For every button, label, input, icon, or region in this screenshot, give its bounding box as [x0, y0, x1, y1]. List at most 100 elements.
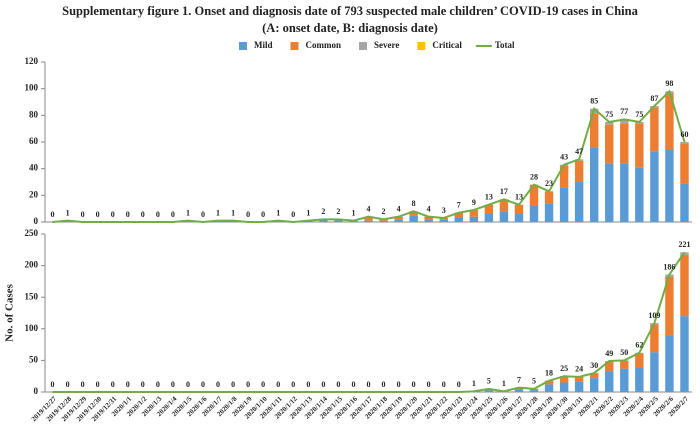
data-label: 13 [485, 192, 493, 201]
legend-swatch [239, 42, 247, 50]
data-label: 0 [96, 380, 100, 389]
data-label: 0 [186, 380, 190, 389]
bar-segment [529, 206, 539, 222]
bar-segment [589, 114, 599, 148]
bar-segment [514, 214, 524, 222]
data-label: 0 [201, 210, 205, 219]
data-label: 0 [81, 380, 85, 389]
data-label: 0 [291, 210, 295, 219]
data-label: 8 [412, 199, 416, 208]
data-label: 186 [663, 262, 675, 271]
data-label: 0 [81, 210, 85, 219]
data-label: 0 [96, 210, 100, 219]
bar-segment [665, 276, 674, 336]
legend-swatch [290, 42, 299, 50]
data-label: 28 [530, 172, 538, 181]
bar-segment [379, 220, 388, 222]
bar-segment [605, 361, 614, 372]
data-label: 0 [231, 380, 235, 389]
data-label: 0 [427, 380, 431, 389]
bar-segment [559, 382, 569, 392]
data-label: 50 [620, 348, 628, 357]
bar-segment [409, 215, 418, 222]
y-tick-label: 0 [34, 386, 39, 396]
data-label: 109 [648, 311, 660, 320]
data-label: 0 [156, 210, 160, 219]
data-label: 1 [472, 379, 476, 388]
data-label: 24 [575, 365, 583, 374]
data-label: 0 [171, 210, 175, 219]
data-label: 1 [502, 379, 506, 388]
data-label: 7 [457, 200, 461, 209]
legend-label: Common [306, 40, 342, 50]
total-line [52, 89, 686, 224]
y-tick-label: 100 [25, 323, 39, 333]
bar-segment [635, 353, 644, 368]
y-tick-label: 60 [29, 136, 39, 146]
data-label: 221 [678, 240, 690, 249]
bar-segment [394, 216, 403, 220]
data-label: 2 [382, 207, 386, 216]
bar-segment [635, 123, 644, 168]
data-label: 0 [66, 380, 70, 389]
data-label: 5 [487, 377, 491, 386]
data-label: 47 [575, 147, 583, 156]
data-label: 17 [500, 187, 508, 196]
bar-segment [620, 163, 629, 222]
y-tick-label: 50 [29, 354, 39, 364]
bar-segment [650, 107, 659, 152]
data-label: 49 [605, 349, 613, 358]
legend-label: Total [495, 40, 515, 50]
bar-segment [635, 367, 644, 392]
bar-segment [454, 212, 463, 218]
bar-segment [469, 216, 479, 222]
bar-segment [514, 204, 524, 214]
y-tick-label: 20 [29, 189, 39, 199]
y-tick-label: 0 [34, 216, 39, 226]
data-label: 25 [560, 364, 568, 373]
data-label: 0 [126, 210, 130, 219]
bar-segment [574, 376, 584, 382]
data-label: 43 [560, 152, 568, 161]
bar-segment [605, 124, 614, 164]
data-label: 85 [590, 96, 598, 105]
bar-segment [514, 389, 524, 392]
data-label: 4 [397, 204, 401, 213]
y-tick-label: 80 [29, 109, 39, 119]
data-label: 0 [141, 210, 145, 219]
bar-segment [499, 199, 509, 212]
data-label: 0 [246, 210, 250, 219]
data-label: 62 [635, 341, 643, 350]
bar-segment [650, 352, 659, 392]
data-label: 0 [412, 380, 416, 389]
bar-segment [574, 182, 584, 222]
bar-segment [544, 384, 554, 392]
bar-segment [484, 390, 494, 392]
y-tick-label: 200 [25, 260, 39, 270]
bar-segment [334, 219, 343, 222]
data-label: 3 [442, 206, 446, 215]
bar-segment [574, 381, 584, 392]
y-axis-label: No. of Cases [4, 283, 16, 341]
data-label: 0 [442, 380, 446, 389]
bar-segment [499, 211, 509, 222]
bar-segment [529, 184, 539, 206]
bar-segment [605, 163, 614, 222]
bar-segment [559, 166, 569, 188]
legend-swatch [359, 42, 368, 50]
data-label: 0 [246, 380, 250, 389]
data-label: 0 [397, 380, 401, 389]
bar-segment [484, 204, 494, 214]
data-label: 75 [635, 110, 643, 119]
data-label: 0 [291, 380, 295, 389]
bar-segment [620, 119, 629, 124]
chart-title: Supplementary figure 1. Onset and diagno… [62, 4, 638, 18]
data-label: 2 [336, 207, 340, 216]
data-label: 4 [367, 204, 371, 213]
data-label: 0 [111, 380, 115, 389]
data-label: 75 [605, 110, 613, 119]
data-label: 30 [590, 361, 598, 370]
bar-segment [680, 183, 689, 222]
data-label: 87 [650, 94, 658, 103]
data-label: 0 [51, 380, 55, 389]
